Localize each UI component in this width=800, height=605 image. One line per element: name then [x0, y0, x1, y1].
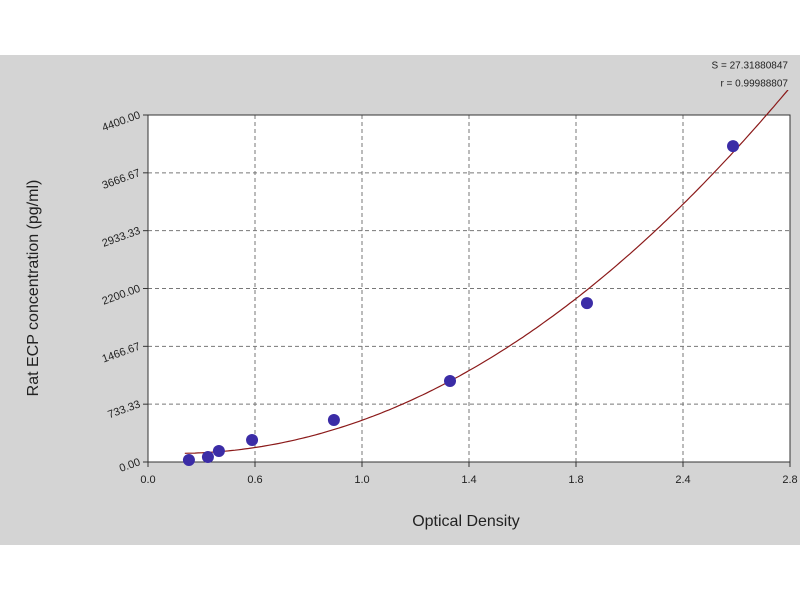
point: [182, 454, 195, 467]
x-tick-label: 2.8: [782, 474, 797, 486]
y-axis-label: Rat ECP concentration (pg/ml): [25, 180, 42, 397]
x-tick-label: 1.4: [461, 474, 476, 486]
x-tick-label: 1.0: [354, 474, 369, 486]
x-axis-label: Optical Density: [412, 513, 520, 530]
point: [580, 297, 593, 310]
x-tick-label: 1.8: [568, 474, 583, 486]
point: [212, 445, 225, 458]
point: [727, 140, 740, 153]
x-tick-label: 0.0: [140, 474, 155, 486]
point: [246, 433, 259, 446]
plot-frame: [147, 114, 791, 463]
point: [201, 451, 214, 464]
annotation: S = 27.31880847: [712, 61, 789, 72]
point: [327, 414, 340, 427]
x-tick-label: 0.6: [247, 474, 262, 486]
fit-curve: [184, 90, 789, 454]
x-tick-label: 2.4: [675, 474, 690, 486]
annotation: r = 0.99988807: [720, 79, 788, 90]
point: [444, 375, 457, 388]
